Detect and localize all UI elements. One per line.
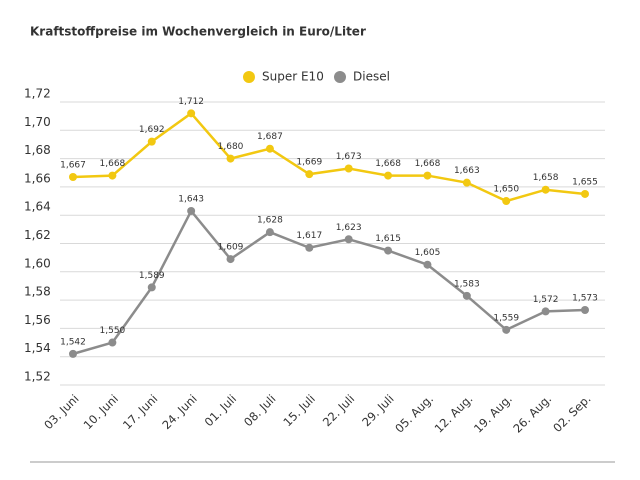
data-point <box>265 144 274 153</box>
x-tick-label: 12. Aug. <box>432 392 476 436</box>
data-point <box>384 246 393 255</box>
x-tick-label: 19. Aug. <box>471 392 515 436</box>
data-label: 1,668 <box>415 159 441 169</box>
y-tick-label: 1,56 <box>24 313 51 327</box>
legend-marker <box>334 71 346 83</box>
data-point <box>226 255 235 264</box>
data-label: 1,559 <box>493 313 519 323</box>
data-point <box>462 291 471 300</box>
y-tick-label: 1,66 <box>24 171 51 185</box>
data-label: 1,663 <box>454 166 480 176</box>
data-label: 1,668 <box>375 159 401 169</box>
data-label: 1,643 <box>178 194 204 204</box>
data-label: 1,605 <box>415 248 441 258</box>
legend-marker <box>243 71 255 83</box>
x-tick-label: 08. Juli <box>241 392 278 429</box>
x-tick-label: 10. Juni <box>81 392 121 432</box>
chart-title: Kraftstoffpreise im Wochenvergleich in E… <box>30 25 366 39</box>
series-line <box>72 208 586 356</box>
data-point <box>344 235 353 244</box>
data-point <box>108 171 117 180</box>
data-label: 1,668 <box>100 159 126 169</box>
data-point <box>423 260 432 269</box>
data-label: 1,669 <box>296 158 322 168</box>
x-tick-label: 05. Aug. <box>392 392 436 436</box>
data-label: 1,667 <box>60 160 86 170</box>
data-point <box>502 197 511 206</box>
x-tick-label: 17. Juni <box>120 392 160 432</box>
data-label: 1,692 <box>139 125 165 135</box>
data-point <box>108 338 117 347</box>
y-tick-label: 1,54 <box>24 341 51 355</box>
x-tick-label: 26. Aug. <box>510 392 554 436</box>
data-point <box>305 170 314 179</box>
data-point <box>581 306 589 315</box>
data-point <box>581 189 589 198</box>
x-tick-label: 24. Juni <box>159 392 199 432</box>
x-tick-label: 22. Juli <box>320 392 357 429</box>
series-line <box>72 111 586 203</box>
data-label: 1,542 <box>60 337 86 347</box>
data-point <box>384 171 393 180</box>
data-label: 1,617 <box>296 231 322 241</box>
y-tick-label: 1,58 <box>24 285 51 299</box>
data-point <box>265 228 274 237</box>
data-point <box>344 164 353 173</box>
data-point <box>69 349 77 358</box>
data-label: 1,573 <box>572 294 598 304</box>
y-tick-label: 1,62 <box>24 228 51 242</box>
data-point <box>147 283 156 292</box>
y-tick-label: 1,60 <box>24 256 51 270</box>
data-point <box>541 185 550 194</box>
data-label: 1,623 <box>336 223 362 233</box>
data-point <box>462 178 471 187</box>
x-tick-label: 03. Juni <box>41 392 81 432</box>
data-point <box>541 307 550 316</box>
data-point <box>147 137 156 146</box>
y-tick-label: 1,52 <box>24 370 51 384</box>
data-label: 1,650 <box>493 185 519 195</box>
data-label: 1,658 <box>533 173 559 183</box>
data-label: 1,687 <box>257 132 283 142</box>
y-tick-label: 1,68 <box>24 143 51 157</box>
data-label: 1,583 <box>454 279 480 289</box>
data-label: 1,589 <box>139 271 165 281</box>
data-label: 1,550 <box>100 326 126 336</box>
x-tick-label: 15. Juli <box>280 392 317 429</box>
data-label: 1,680 <box>218 142 244 152</box>
data-label: 1,615 <box>375 234 401 244</box>
data-label: 1,572 <box>533 295 559 305</box>
data-point <box>423 171 432 180</box>
data-label: 1,655 <box>572 177 598 187</box>
data-point <box>187 109 196 118</box>
y-tick-label: 1,70 <box>24 115 51 129</box>
x-tick-label: 29. Juli <box>359 392 396 429</box>
data-label: 1,609 <box>218 243 244 253</box>
legend-label: Super E10 <box>262 70 324 84</box>
y-tick-label: 1,64 <box>24 200 51 214</box>
x-tick-label: 02. Sep. <box>550 392 593 435</box>
data-point <box>69 172 77 181</box>
data-label: 1,712 <box>178 97 204 107</box>
x-tick-label: 01. Juli <box>202 392 239 429</box>
data-label: 1,673 <box>336 152 362 162</box>
data-point <box>226 154 235 163</box>
legend-label: Diesel <box>353 70 390 84</box>
y-tick-label: 1,72 <box>24 87 51 101</box>
data-point <box>502 325 511 334</box>
data-point <box>305 243 314 252</box>
data-point <box>187 206 196 215</box>
data-label: 1,628 <box>257 216 283 226</box>
